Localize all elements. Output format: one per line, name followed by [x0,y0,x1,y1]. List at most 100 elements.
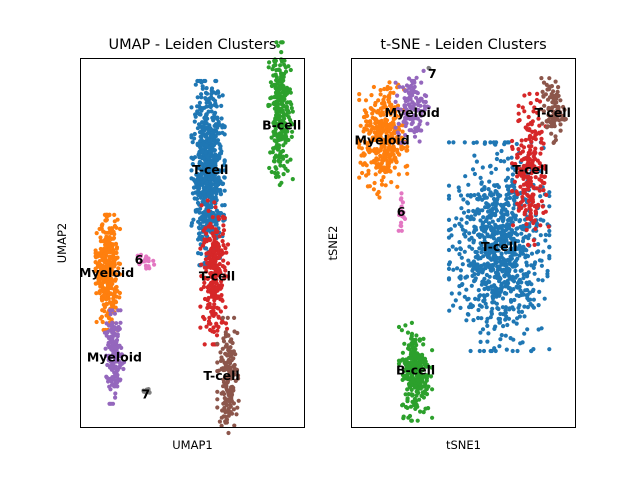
cell-point-cluster-0 [207,138,212,143]
cell-point-cluster-2 [103,247,108,252]
cell-point-cluster-4 [117,364,122,369]
cell-point-cluster-5 [229,391,234,396]
cell-point-cluster-3 [288,117,293,123]
cell-point-cluster-0 [472,193,477,198]
cell-point-cluster-1 [215,241,221,247]
cell-point-cluster-0 [525,327,530,332]
cell-point-cluster-1 [519,158,524,163]
cell-point-cluster-0 [193,180,198,185]
cell-point-cluster-1 [214,269,219,274]
cell-point-cluster-3 [405,387,410,392]
cell-point-cluster-5 [225,409,230,414]
cell-point-cluster-0 [524,263,530,268]
cell-point-cluster-1 [515,165,520,171]
cell-point-cluster-0 [477,348,482,354]
cell-point-cluster-1 [526,199,532,204]
cell-point-cluster-0 [196,111,201,116]
cell-point-cluster-0 [507,286,513,291]
cell-point-cluster-1 [532,105,537,110]
cell-point-cluster-0 [449,233,454,238]
cell-point-cluster-3 [400,402,406,407]
cell-point-cluster-3 [286,64,291,69]
cell-point-cluster-0 [473,209,478,214]
cell-point-cluster-4 [105,362,110,368]
cell-point-cluster-0 [513,231,518,236]
cell-point-cluster-2 [380,127,386,132]
cell-point-cluster-1 [539,173,544,178]
cell-point-cluster-0 [207,96,212,101]
cell-point-cluster-0 [507,195,513,200]
cell-point-cluster-6 [399,228,404,233]
cell-point-cluster-3 [408,404,414,409]
cell-point-cluster-0 [216,131,221,136]
cell-point-cluster-0 [219,103,224,108]
cell-point-cluster-5 [224,382,229,387]
cell-point-cluster-0 [459,206,464,211]
cell-point-cluster-1 [522,93,527,98]
cell-point-cluster-0 [509,277,515,282]
cell-point-cluster-0 [218,211,223,216]
cell-point-cluster-4 [393,125,398,130]
cell-point-cluster-2 [357,175,362,180]
cell-point-cluster-1 [213,205,218,210]
cell-point-cluster-5 [545,87,550,92]
cell-point-cluster-0 [507,261,512,266]
cell-point-cluster-5 [215,405,220,410]
cell-point-cluster-5 [540,89,545,94]
cell-point-cluster-1 [533,226,538,231]
cell-point-cluster-3 [290,177,295,182]
cell-point-cluster-0 [222,168,227,173]
cell-point-cluster-0 [209,86,215,91]
cell-point-cluster-3 [272,60,277,65]
cell-point-cluster-0 [481,254,486,259]
cell-point-cluster-3 [278,155,283,160]
cell-point-cluster-0 [518,224,523,229]
cell-point-cluster-4 [409,121,414,127]
cell-point-cluster-0 [469,283,474,288]
cell-point-cluster-0 [531,305,537,310]
cell-point-cluster-1 [212,302,217,307]
cell-point-cluster-4 [113,395,118,400]
cell-point-cluster-0 [476,307,481,313]
cell-point-cluster-5 [236,376,241,381]
cell-point-cluster-0 [454,216,459,221]
cell-point-cluster-5 [230,340,235,346]
cell-point-cluster-0 [196,251,201,256]
tsne-title: t-SNE - Leiden Clusters [380,37,546,53]
cell-point-cluster-0 [532,271,537,276]
cell-point-cluster-2 [106,316,112,321]
cell-point-cluster-1 [542,164,548,169]
cell-point-cluster-4 [425,121,430,126]
cell-point-cluster-0 [197,210,202,215]
cell-point-cluster-2 [358,123,363,128]
cell-point-cluster-2 [114,245,120,250]
cell-point-cluster-5 [221,336,226,341]
cell-point-cluster-1 [541,141,546,146]
cell-point-cluster-0 [500,228,505,233]
cell-point-cluster-1 [527,183,532,188]
cell-point-cluster-0 [207,101,212,106]
cell-point-cluster-0 [202,209,208,214]
cell-point-cluster-0 [523,288,528,293]
cell-point-cluster-1 [219,293,224,298]
cell-point-cluster-0 [509,210,515,215]
cell-point-cluster-0 [513,252,519,257]
cell-point-cluster-2 [114,284,119,290]
cell-point-cluster-2 [104,263,109,268]
cluster-label: 6 [397,204,406,219]
cell-point-cluster-1 [216,314,221,319]
cell-point-cluster-2 [357,92,362,97]
cell-point-cluster-0 [213,101,218,106]
cell-point-cluster-2 [106,247,111,252]
cell-point-cluster-2 [109,227,115,232]
cell-point-cluster-0 [200,84,205,89]
cell-point-cluster-1 [198,325,203,330]
cell-point-cluster-3 [268,96,273,101]
cell-point-cluster-3 [276,43,281,48]
cell-point-cluster-0 [473,296,478,301]
cell-point-cluster-2 [113,300,119,305]
cell-point-cluster-0 [217,151,222,156]
cell-point-cluster-1 [207,315,212,320]
cell-point-cluster-0 [476,288,481,293]
cell-point-cluster-0 [484,195,489,200]
